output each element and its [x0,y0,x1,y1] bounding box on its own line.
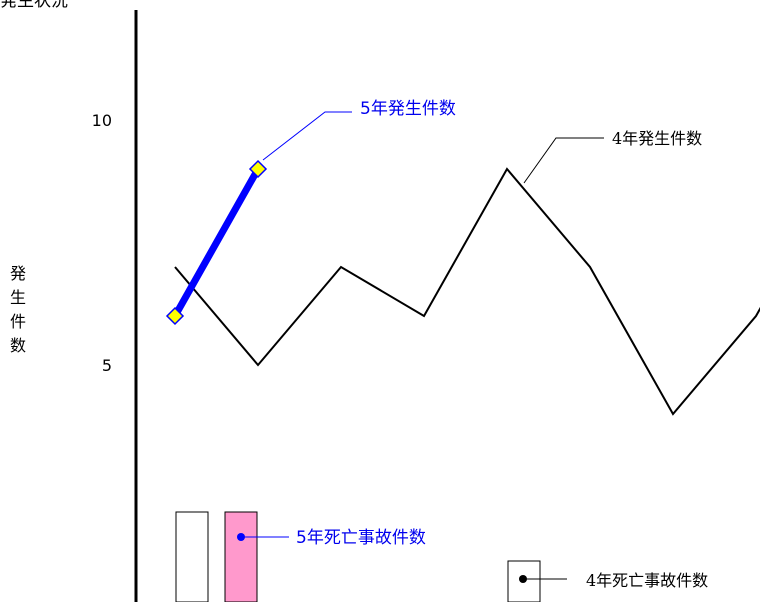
bar-4-death-1 [175,511,209,602]
series-line-5-occurrences [171,165,262,320]
legend-label-series-1: 5年発生件数 [360,99,456,119]
series-5-point-1 [165,306,185,326]
series-line-4-occurrences [174,167,760,416]
series-5-point-2 [248,159,268,179]
bar-5-death-1 [224,511,258,602]
y-axis-label: 発生件数 [9,264,26,355]
y-tick-label-10: 10 [92,111,112,130]
callout-leader-2 [523,137,604,184]
legend-label-series-4: 4年死亡事故件数 [586,571,708,590]
legend-label-series-3: 5年死亡事故件数 [296,528,426,548]
page-title: 発生状況 [0,0,68,11]
callout-dot-4 [519,575,527,583]
y-tick-label-5: 5 [102,356,112,375]
legend-label-series-2: 4年発生件数 [612,129,702,148]
callout-leader-1 [262,111,352,161]
callout-dot-3 [237,533,245,541]
